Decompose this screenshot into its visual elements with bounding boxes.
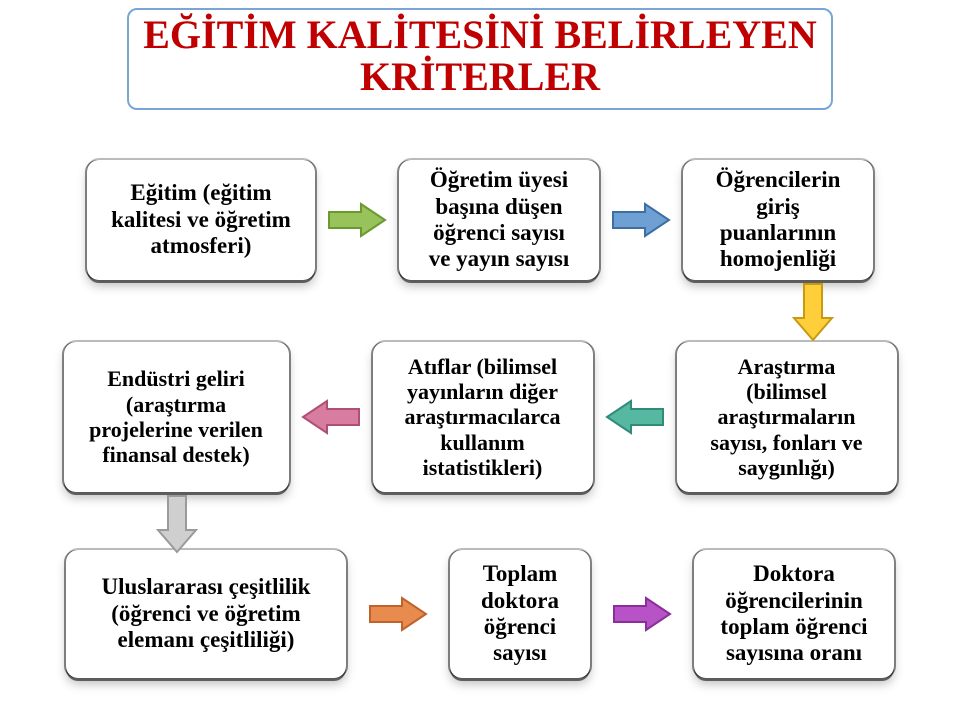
arrow-down-icon: [156, 494, 198, 554]
text: öğrenci: [484, 614, 556, 639]
box-uluslararasi: Uluslararası çeşitlilik (öğrenci ve öğre…: [66, 550, 346, 678]
box-arastirma: Araştırma (bilimsel araştırmaların sayıs…: [677, 342, 897, 492]
text: finansal destek): [102, 442, 249, 467]
box-endustri: Endüstri geliri (araştırma projelerine v…: [64, 342, 289, 492]
text: araştırmacılarca: [405, 404, 561, 429]
text: (bilimsel: [746, 379, 827, 404]
text: Öğretim üyesi: [430, 167, 568, 192]
row-3: Uluslararası çeşitlilik (öğrenci ve öğre…: [0, 550, 960, 678]
text: Öğrencilerin: [716, 167, 841, 192]
arrow-left-icon: [605, 399, 665, 435]
text: saygınlığı): [738, 455, 835, 480]
box-egitim: Eğitim (eğitim kalitesi ve öğretim atmos…: [87, 160, 315, 280]
arrow-right-icon: [368, 596, 428, 632]
text: Araştırma: [738, 354, 836, 379]
slide-title-wrap: EĞİTİM KALİTESİNİ BELİRLEYEN KRİTERLER: [30, 8, 930, 110]
text: sayısı: [493, 640, 547, 665]
arrow-right-icon: [612, 596, 672, 632]
text: Atıflar (bilimsel: [408, 354, 557, 379]
text: Doktora: [753, 561, 835, 586]
text: başına düşen: [435, 194, 562, 219]
box-atiflar: Atıflar (bilimsel yayınların diğer araşt…: [373, 342, 593, 492]
title-line1: EĞİTİM KALİTESİNİ BELİRLEYEN: [143, 12, 817, 57]
row-2: Endüstri geliri (araştırma projelerine v…: [0, 342, 960, 492]
box-toplam-doktora: Toplam doktora öğrenci sayısı: [450, 550, 590, 678]
text: puanlarının: [720, 220, 836, 245]
text: elemanı çeşitliliği): [118, 627, 295, 652]
text: (araştırma: [126, 392, 226, 417]
text: doktora: [481, 588, 559, 613]
text: Uluslararası çeşitlilik: [102, 574, 311, 599]
text: öğrenci sayısı: [433, 220, 565, 245]
text: Eğitim (eğitim: [130, 180, 271, 205]
arrow-down-icon: [792, 282, 834, 342]
text: kalitesi ve öğretim: [111, 207, 291, 232]
text: sayısı, fonları ve: [710, 430, 862, 455]
title-line2: KRİTERLER: [360, 54, 600, 99]
text: atmosferi): [151, 233, 252, 258]
text: ve yayın sayısı: [429, 246, 570, 271]
text: toplam öğrenci: [720, 614, 867, 639]
text: öğrencilerinin: [725, 588, 863, 613]
text: projelerine verilen: [89, 417, 263, 442]
text: istatistikleri): [423, 455, 543, 480]
text: Endüstri geliri: [107, 366, 245, 391]
arrow-right-icon: [327, 202, 387, 238]
text: Toplam: [483, 561, 558, 586]
text: yayınların diğer: [407, 379, 558, 404]
text: giriş: [756, 194, 799, 219]
text: sayısına oranı: [726, 640, 862, 665]
arrow-right-icon: [611, 202, 671, 238]
text: homojenliği: [720, 246, 836, 271]
box-doktora-oran: Doktora öğrencilerinin toplam öğrenci sa…: [694, 550, 894, 678]
box-ogrenci-giris: Öğrencilerin giriş puanlarının homojenli…: [683, 160, 873, 280]
text: araştırmaların: [717, 404, 855, 429]
arrow-left-icon: [301, 399, 361, 435]
text: kullanım: [440, 430, 524, 455]
box-ogretim-uyesi: Öğretim üyesi başına düşen öğrenci sayıs…: [399, 160, 599, 280]
slide-title: EĞİTİM KALİTESİNİ BELİRLEYEN KRİTERLER: [127, 8, 833, 110]
text: (öğrenci ve öğretim: [111, 601, 300, 626]
row-1: Eğitim (eğitim kalitesi ve öğretim atmos…: [0, 160, 960, 280]
